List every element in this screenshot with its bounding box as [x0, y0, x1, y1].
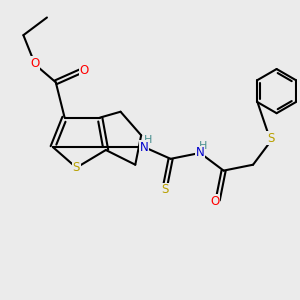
Text: S: S: [73, 161, 80, 174]
Text: N: N: [196, 146, 204, 159]
Text: H: H: [144, 135, 153, 145]
Text: H: H: [199, 141, 207, 151]
Text: O: O: [79, 64, 88, 77]
Text: S: S: [267, 132, 274, 145]
Text: O: O: [210, 195, 219, 208]
Text: O: O: [31, 57, 40, 70]
Text: N: N: [140, 141, 148, 154]
Text: S: S: [161, 183, 168, 196]
